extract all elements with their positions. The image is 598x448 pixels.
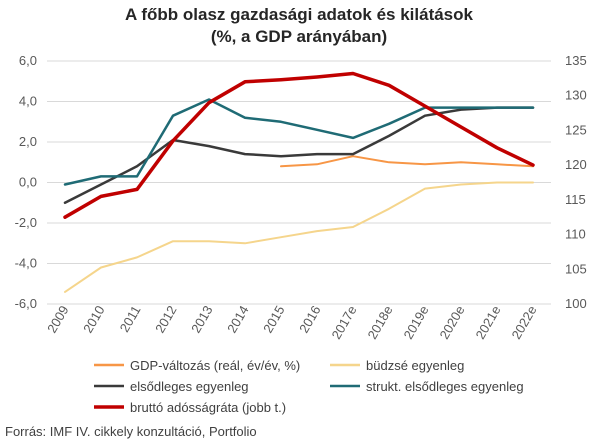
series-line — [64, 181, 534, 293]
x-tick-label: 2013 — [188, 303, 215, 336]
legend-label: strukt. elsődleges egyenleg — [366, 379, 524, 394]
x-tick-label: 2014 — [224, 303, 251, 336]
x-tick-label: 2020e — [437, 303, 468, 342]
legend-label: GDP-változás (reál, év/év, %) — [130, 358, 300, 373]
x-tick-label: 2015 — [260, 303, 287, 336]
x-tick-label: 2016 — [296, 303, 323, 336]
chart-subtitle: (%, a GDP arányában) — [210, 27, 388, 46]
y-left-tick-label: 0,0 — [19, 175, 37, 190]
chart-title: A főbb olasz gazdasági adatok és kilátás… — [125, 5, 473, 24]
series-line — [63, 106, 535, 205]
y-left-tick-label: -2,0 — [15, 215, 37, 230]
legend-label: bruttó adósságráta (jobb t.) — [130, 400, 286, 415]
y-left-tick-label: -4,0 — [15, 256, 37, 271]
y-left-tick-label: 6,0 — [19, 53, 37, 68]
x-tick-label: 2021e — [473, 303, 504, 342]
y-right-tick-label: 120 — [565, 157, 587, 172]
x-tick-label: 2019e — [401, 303, 432, 342]
y-left-tick-label: 2,0 — [19, 134, 37, 149]
y-right-tick-label: 100 — [565, 296, 587, 311]
x-tick-label: 2022e — [509, 303, 540, 342]
x-tick-label: 2011 — [117, 303, 144, 335]
y-right-tick-label: 135 — [565, 53, 587, 68]
series-line — [63, 71, 535, 219]
y-right-tick-label: 115 — [565, 192, 586, 207]
y-right-tick-label: 105 — [565, 261, 587, 276]
x-tick-label: 2018e — [365, 303, 396, 342]
y-left-tick-label: -6,0 — [15, 296, 37, 311]
legend-label: büdzsé egyenleg — [366, 358, 464, 373]
series-line — [280, 155, 534, 168]
source-note: Forrás: IMF IV. cikkely konzultáció, Por… — [5, 424, 257, 439]
x-tick-label: 2012 — [152, 303, 179, 336]
legend-label: elsődleges egyenleg — [130, 379, 249, 394]
x-tick-label: 2009 — [44, 303, 71, 336]
series-line — [63, 98, 535, 186]
x-tick-label: 2017e — [329, 303, 360, 342]
y-right-tick-label: 130 — [565, 88, 587, 103]
y-left-tick-label: 4,0 — [19, 94, 37, 109]
y-right-tick-label: 110 — [565, 227, 586, 242]
x-tick-label: 2010 — [80, 303, 107, 336]
y-right-tick-label: 125 — [565, 122, 587, 137]
